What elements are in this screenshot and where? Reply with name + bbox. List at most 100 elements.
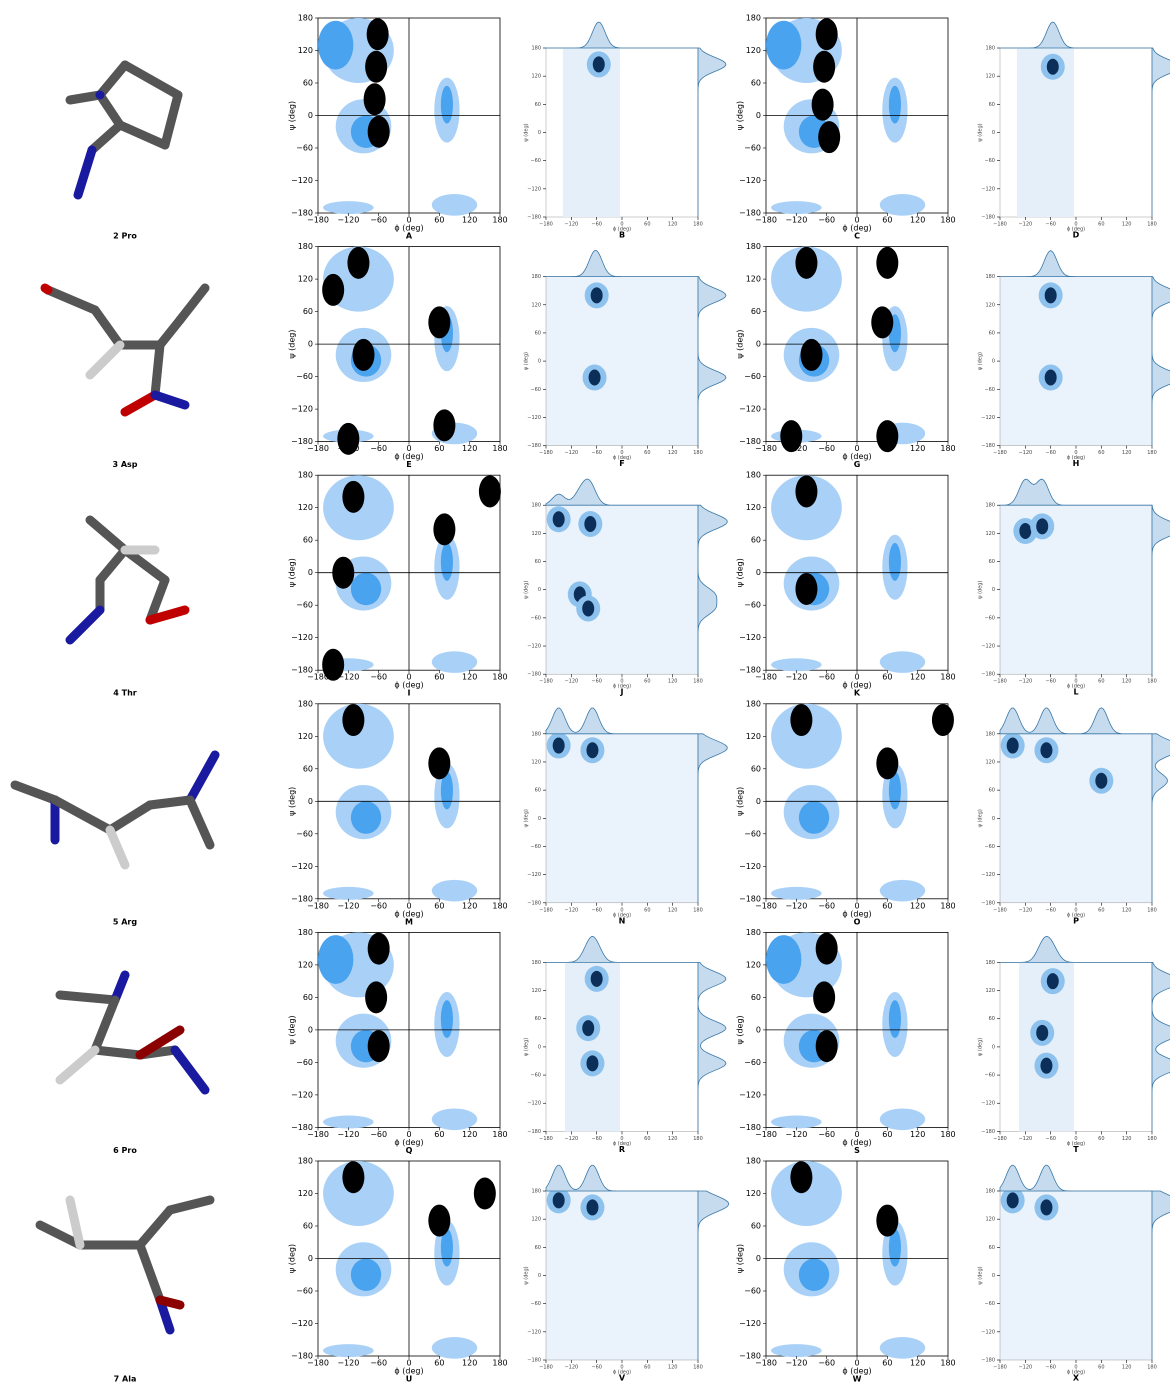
y-axis-label: ψ (deg) <box>524 352 530 370</box>
x-tick-label: 180 <box>492 673 507 682</box>
density-peak <box>1040 742 1052 758</box>
molecule-bond <box>55 800 110 830</box>
residue-label: 4 Thr <box>113 689 137 698</box>
marginal-phi <box>546 22 698 48</box>
x-tick-label: −180 <box>539 1365 553 1371</box>
y-tick-label: −60 <box>530 844 541 850</box>
y-tick-label: −60 <box>530 158 541 164</box>
x-tick-label: −120 <box>785 216 807 225</box>
marginal-psi <box>1152 505 1170 674</box>
y-axis-label: ψ (deg) <box>524 123 530 141</box>
x-tick-label: −120 <box>785 444 807 453</box>
x-tick-label: −60 <box>370 1359 387 1368</box>
x-tick-label: 120 <box>910 673 925 682</box>
panel-letter: G <box>854 460 861 469</box>
y-tick-label: 0 <box>538 1044 541 1050</box>
y-tick-label: −120 <box>981 1101 995 1107</box>
y-tick-label: 120 <box>531 1217 541 1223</box>
y-tick-label: 120 <box>746 275 761 284</box>
density-peak <box>589 370 601 386</box>
y-tick-label: −180 <box>981 672 995 678</box>
x-tick-label: 60 <box>434 216 444 225</box>
y-tick-label: 180 <box>298 699 313 708</box>
x-tick-label: −120 <box>1018 1365 1032 1371</box>
density-peak <box>584 516 596 532</box>
reference-region <box>323 887 374 900</box>
density-peak <box>1095 773 1107 789</box>
y-tick-label: 60 <box>751 993 761 1002</box>
y-tick-label: −120 <box>739 176 761 185</box>
molecule-bond <box>95 1000 115 1050</box>
x-tick-label: −60 <box>818 216 835 225</box>
density-peak <box>591 971 603 987</box>
x-tick-label: −60 <box>591 907 602 913</box>
density-peak <box>1036 1025 1048 1041</box>
x-tick-label: 120 <box>668 1365 678 1371</box>
reference-region <box>432 651 478 673</box>
sample-cluster <box>428 1205 450 1237</box>
y-tick-label: 120 <box>746 960 761 969</box>
panel-letter: J <box>620 688 624 697</box>
x-tick-label: 60 <box>1098 450 1104 456</box>
molecule-bond <box>190 800 210 845</box>
x-tick-label: −60 <box>370 444 387 453</box>
molecule-bond <box>170 1200 210 1210</box>
sample-cluster <box>795 573 817 605</box>
reference-region <box>880 194 926 216</box>
reference-region <box>799 801 829 834</box>
x-tick-label: 60 <box>644 222 650 228</box>
y-tick-label: 120 <box>298 275 313 284</box>
panel-letter: K <box>854 689 861 698</box>
y-axis-label: ψ (deg) <box>288 330 297 359</box>
y-tick-label: −180 <box>291 209 313 218</box>
marginal-phi <box>1000 1165 1152 1191</box>
y-tick-label: 180 <box>985 46 995 52</box>
density-peak <box>1019 523 1031 539</box>
y-tick-label: 120 <box>531 531 541 537</box>
molecule-bond <box>140 1210 170 1245</box>
y-tick-label: 60 <box>303 764 313 773</box>
y-tick-label: −60 <box>296 601 313 610</box>
y-tick-label: −180 <box>981 215 995 221</box>
x-tick-label: 180 <box>940 901 955 910</box>
y-axis-label: ψ (deg) <box>524 1266 530 1284</box>
y-tick-label: 60 <box>535 559 541 565</box>
y-tick-label: 60 <box>535 1016 541 1022</box>
x-tick-label: −60 <box>591 1136 602 1142</box>
y-tick-label: −120 <box>527 1101 541 1107</box>
x-tick-label: 120 <box>668 907 678 913</box>
y-tick-label: −60 <box>296 144 313 153</box>
panel-letter: H <box>1073 459 1080 468</box>
residue-label: 7 Ala <box>114 1375 137 1384</box>
x-tick-label: 180 <box>940 216 955 225</box>
y-tick-label: 180 <box>746 471 761 480</box>
x-tick-label: 120 <box>668 679 678 685</box>
y-tick-label: 180 <box>298 471 313 480</box>
molecule-bond <box>160 1300 180 1305</box>
x-tick-label: 60 <box>882 673 892 682</box>
x-tick-label: −60 <box>1045 450 1056 456</box>
y-tick-label: −180 <box>527 1358 541 1364</box>
y-tick-label: −180 <box>527 900 541 906</box>
x-tick-label: 60 <box>434 1130 444 1139</box>
molecule-bond <box>140 1245 160 1300</box>
sample-cluster <box>795 475 817 507</box>
marginal-psi <box>1152 277 1170 446</box>
x-tick-label: 180 <box>693 907 703 913</box>
x-tick-label: 180 <box>693 450 703 456</box>
y-tick-label: 120 <box>298 503 313 512</box>
x-tick-label: 180 <box>940 673 955 682</box>
reference-region <box>441 86 453 124</box>
y-tick-label: −180 <box>739 437 761 446</box>
reference-region <box>880 1337 926 1359</box>
density-peak <box>586 1199 598 1215</box>
residue-label: 5 Arg <box>113 917 137 926</box>
y-tick-label: 180 <box>985 960 995 966</box>
panel-letter: C <box>854 232 860 241</box>
y-tick-label: −120 <box>527 644 541 650</box>
y-tick-label: −180 <box>527 672 541 678</box>
y-tick-label: −60 <box>296 1058 313 1067</box>
sample-cluster <box>932 704 954 736</box>
molecule-bond <box>70 610 100 640</box>
density-peak <box>1007 1192 1019 1208</box>
